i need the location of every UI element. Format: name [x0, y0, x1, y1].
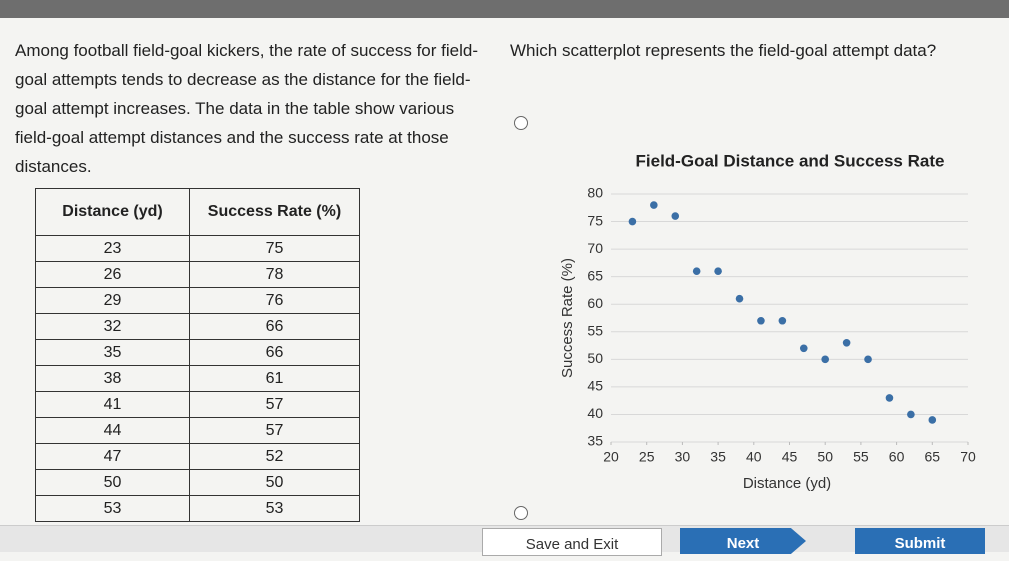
point — [778, 316, 787, 325]
x-tick-label: 70 — [960, 449, 976, 465]
table-row: 53 53 — [35, 495, 360, 522]
x-tick-label: 30 — [675, 449, 691, 465]
y-tick-label: 35 — [587, 433, 603, 449]
point — [757, 316, 765, 325]
top-bar — [0, 0, 1009, 18]
table-row: 38 61 — [35, 365, 360, 392]
point — [864, 355, 872, 364]
table-cell: 57 — [189, 417, 360, 444]
y-axis-label: Success Rate (%) — [559, 258, 576, 378]
answer-radio[interactable] — [514, 116, 528, 130]
table-row: 29 76 — [35, 287, 360, 314]
x-tick-label: 60 — [889, 449, 905, 465]
table-row: 26 78 — [35, 261, 360, 288]
table-cell: 35 — [35, 339, 190, 366]
x-tick-label: 20 — [603, 449, 619, 465]
point — [628, 217, 637, 226]
data-table: Distance (yd) Success Rate (%) 23 75 26 78 2… — [35, 188, 360, 522]
submit-button[interactable]: Submit — [855, 528, 985, 554]
next-button[interactable]: Next — [680, 528, 806, 554]
y-tick-label: 80 — [587, 185, 603, 201]
table-cell: 53 — [35, 495, 190, 522]
answer-radio[interactable] — [514, 506, 528, 520]
table-cell: 66 — [189, 339, 360, 366]
table-cell: 41 — [35, 391, 190, 418]
table-row: 44 57 — [35, 417, 360, 444]
point — [650, 201, 658, 209]
passage: Among football field-goal kickers, the r… — [15, 41, 478, 176]
x-tick-label: 35 — [710, 449, 726, 465]
point — [799, 344, 808, 353]
point — [692, 267, 701, 275]
point — [671, 212, 680, 220]
point — [735, 294, 744, 303]
table-cell: 32 — [35, 313, 190, 340]
y-tick-label: 60 — [587, 295, 603, 311]
table-cell: 78 — [189, 261, 360, 288]
y-tick-label: 65 — [587, 267, 603, 283]
chart-title: Field-Goal Distance and Success Rate — [636, 151, 945, 170]
x-tick-label: 65 — [925, 449, 941, 465]
y-tick-label: 45 — [587, 378, 603, 394]
x-tick-label: 40 — [746, 449, 762, 465]
x-tick-label: 45 — [782, 449, 798, 465]
table-cell: 53 — [189, 495, 360, 522]
y-tick-label: 70 — [587, 240, 603, 256]
y-tick-label: 40 — [587, 405, 603, 421]
x-tick-label: 55 — [853, 449, 869, 465]
table-cell: 50 — [189, 469, 360, 496]
point — [821, 355, 829, 364]
table-cell: 29 — [35, 287, 190, 314]
point — [885, 394, 894, 402]
y-tick-label: 75 — [587, 212, 603, 228]
x-tick-label: 25 — [639, 449, 655, 465]
point — [842, 339, 851, 347]
y-tick-label: 50 — [587, 350, 603, 366]
table-cell: 26 — [35, 261, 190, 288]
y-tick-label: 55 — [587, 322, 603, 338]
prompt: Which scatterplot represents the field-g… — [510, 41, 937, 60]
chart: Field-Goal Distance and Success Rate Dis… — [559, 151, 976, 492]
save-exit-button[interactable]: Save and Exit — [482, 528, 662, 556]
x-axis-label: Distance (yd) — [743, 475, 831, 492]
point — [907, 410, 915, 419]
column-header: Distance (yd) — [35, 188, 190, 236]
table-cell: 61 — [189, 365, 360, 392]
point — [928, 416, 937, 424]
point — [714, 267, 722, 275]
x-tick-label: 50 — [817, 449, 833, 465]
table-row: 35 66 — [35, 339, 360, 366]
